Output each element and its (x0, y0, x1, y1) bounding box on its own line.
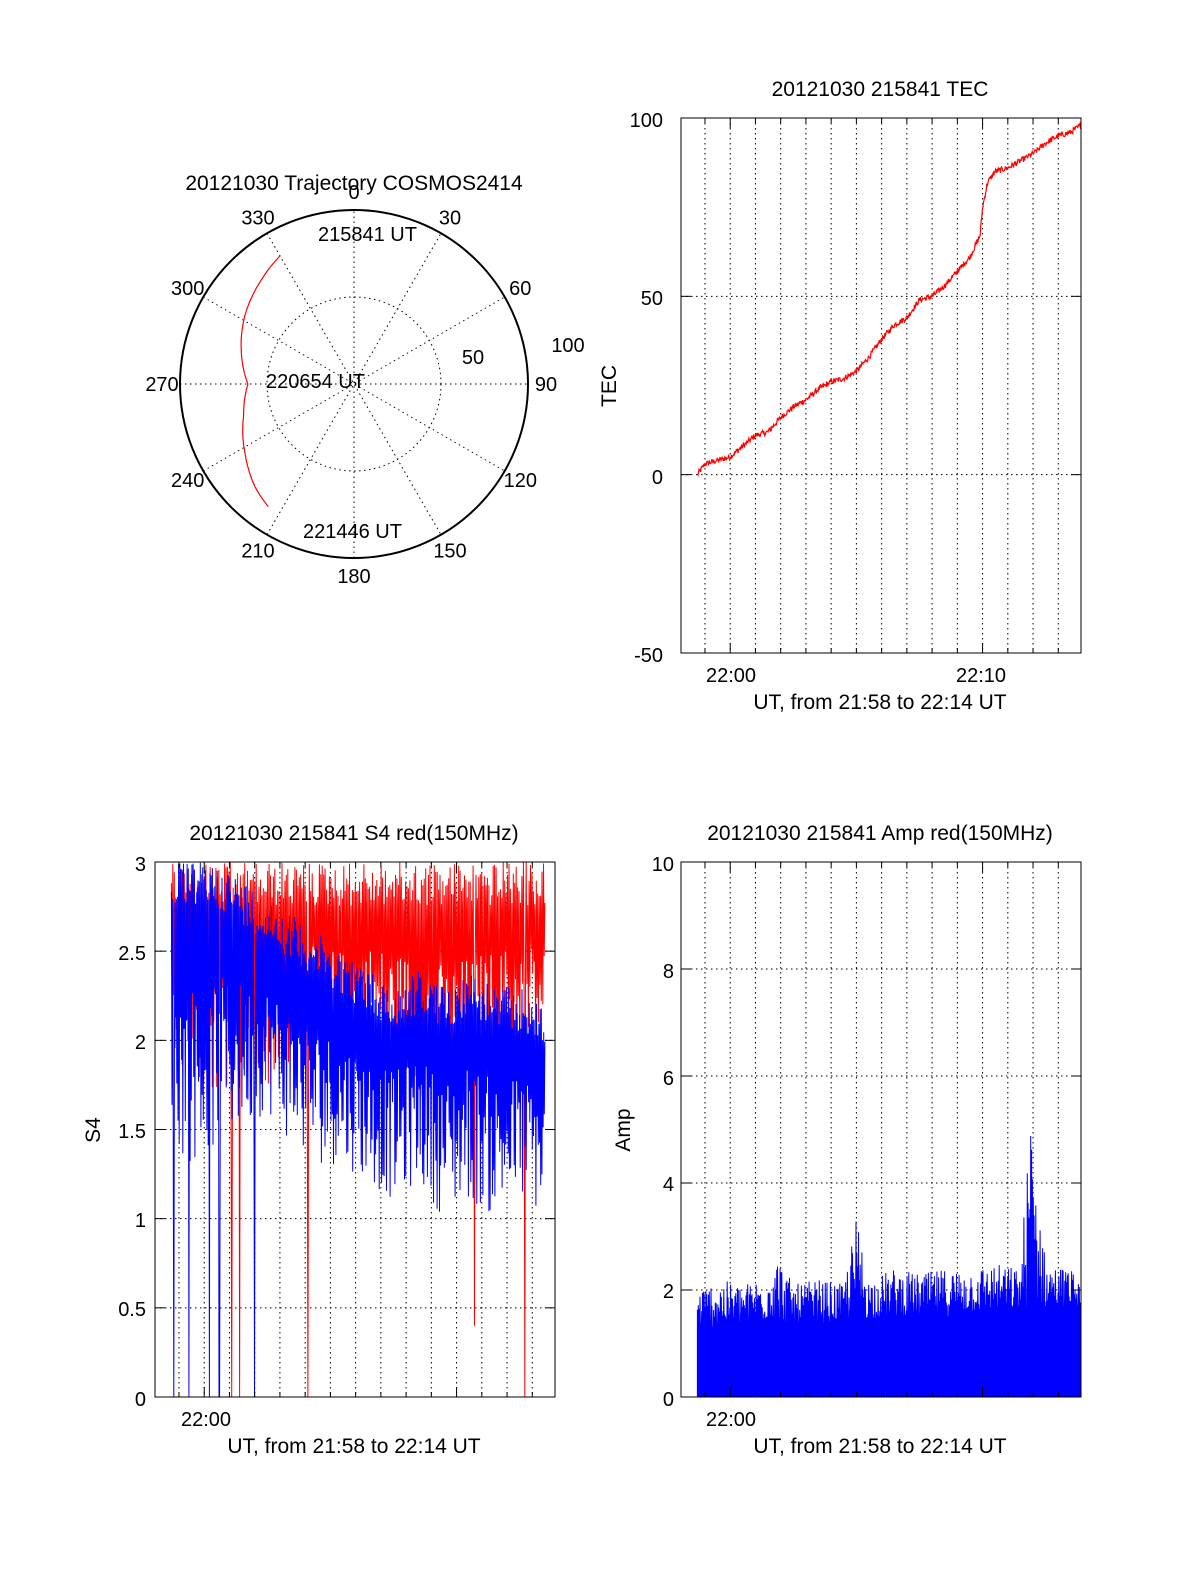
polar-radius-label-50: 50 (462, 347, 484, 369)
amp-ylabel: Amp (612, 1108, 635, 1151)
tec-series-line (696, 121, 1082, 477)
amp-panel: 20121030 215841 Amp red(150MHz) 10 8 6 4… (612, 822, 1082, 1458)
amp-ytick-2: 2 (663, 1281, 674, 1303)
tec-grid (681, 117, 1081, 654)
polar-grid (179, 209, 529, 559)
amp-ytick-0: 0 (663, 1389, 674, 1411)
tec-ytick-neg50: -50 (634, 645, 663, 667)
polar-angle-label: 330 (241, 208, 274, 230)
polar-angle-label: 180 (337, 566, 370, 588)
polar-angle-labels: 0 30 60 90 120 150 180 210 240 270 300 330 (145, 182, 557, 588)
amp-ytick-10: 10 (652, 854, 674, 876)
s4-ylabel: S4 (82, 1117, 105, 1143)
tec-title: 20121030 215841 TEC (772, 78, 989, 101)
s4-blue-series-line (170, 862, 546, 1398)
polar-angle-label: 30 (439, 208, 461, 230)
s4-xlabel: UT, from 21:58 to 22:14 UT (227, 1435, 480, 1458)
amp-xlabel: UT, from 21:58 to 22:14 UT (753, 1435, 1006, 1458)
trajectory-mid-label: 220654 UT (266, 371, 365, 393)
polar-angle-label: 300 (171, 278, 204, 300)
tec-ytick-50: 50 (641, 288, 663, 310)
polar-radius-label-100: 100 (551, 335, 584, 357)
s4-xtick-2200: 22:00 (181, 1409, 231, 1431)
polar-angle-label: 270 (145, 374, 178, 396)
s4-ticks (155, 861, 555, 1398)
polar-angle-label: 150 (433, 540, 466, 562)
polar-angle-label: 210 (241, 540, 274, 562)
amp-ytick-8: 8 (663, 961, 674, 983)
s4-ytick-1: 1 (135, 1210, 146, 1232)
polar-spoke (266, 233, 442, 535)
polar-spoke (266, 233, 442, 535)
s4-ytick-2-5: 2.5 (118, 943, 146, 965)
s4-panel: 20121030 215841 S4 red(150MHz) 3 2.5 2 1… (82, 822, 556, 1458)
polar-spoke (203, 296, 505, 472)
tec-xtick-2200: 22:00 (706, 665, 756, 687)
tec-plot-frame (680, 117, 1082, 654)
s4-ytick-2: 2 (135, 1032, 146, 1054)
trajectory-end-label: 221446 UT (303, 521, 402, 543)
polar-title: 20121030 Trajectory COSMOS2414 (185, 172, 523, 195)
tec-xtick-2210: 22:10 (956, 665, 1006, 687)
s4-title: 20121030 215841 S4 red(150MHz) (189, 822, 518, 845)
polar-spoke (203, 296, 505, 472)
satellite-trajectory-line (240, 255, 281, 507)
amp-title: 20121030 215841 Amp red(150MHz) (707, 822, 1053, 845)
tec-ylabel: TEC (598, 365, 621, 407)
tec-ticks (681, 117, 1081, 654)
trajectory-start-label: 215841 UT (318, 224, 417, 246)
amp-ticks (681, 861, 1081, 1398)
polar-angle-label: 240 (171, 470, 204, 492)
polar-angle-label: 0 (348, 182, 359, 204)
s4-ytick-0-5: 0.5 (118, 1299, 146, 1321)
tec-panel: 20121030 215841 TEC 100 50 0 -50 22:00 2… (598, 78, 1082, 714)
s4-ytick-0: 0 (135, 1389, 146, 1411)
tec-ytick-0: 0 (652, 467, 663, 489)
polar-angle-label: 90 (535, 374, 557, 396)
amp-xtick-2200: 22:00 (706, 1409, 756, 1431)
polar-angle-label: 60 (509, 278, 531, 300)
amp-ytick-4: 4 (663, 1174, 674, 1196)
tec-ytick-100: 100 (630, 110, 663, 132)
amp-ytick-6: 6 (663, 1068, 674, 1090)
s4-ytick-1-5: 1.5 (118, 1121, 146, 1143)
polar-panel: 20121030 Trajectory COSMOS2414 0 30 60 90 12… (145, 172, 584, 588)
tec-xlabel: UT, from 21:58 to 22:14 UT (753, 691, 1006, 714)
s4-ytick-3: 3 (135, 854, 146, 876)
amp-plot-frame (680, 861, 1082, 1398)
polar-angle-label: 120 (504, 470, 537, 492)
amp-series-area (696, 1135, 1082, 1398)
